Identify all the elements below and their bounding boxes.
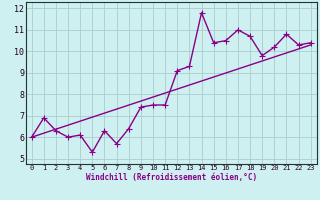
X-axis label: Windchill (Refroidissement éolien,°C): Windchill (Refroidissement éolien,°C) <box>86 173 257 182</box>
